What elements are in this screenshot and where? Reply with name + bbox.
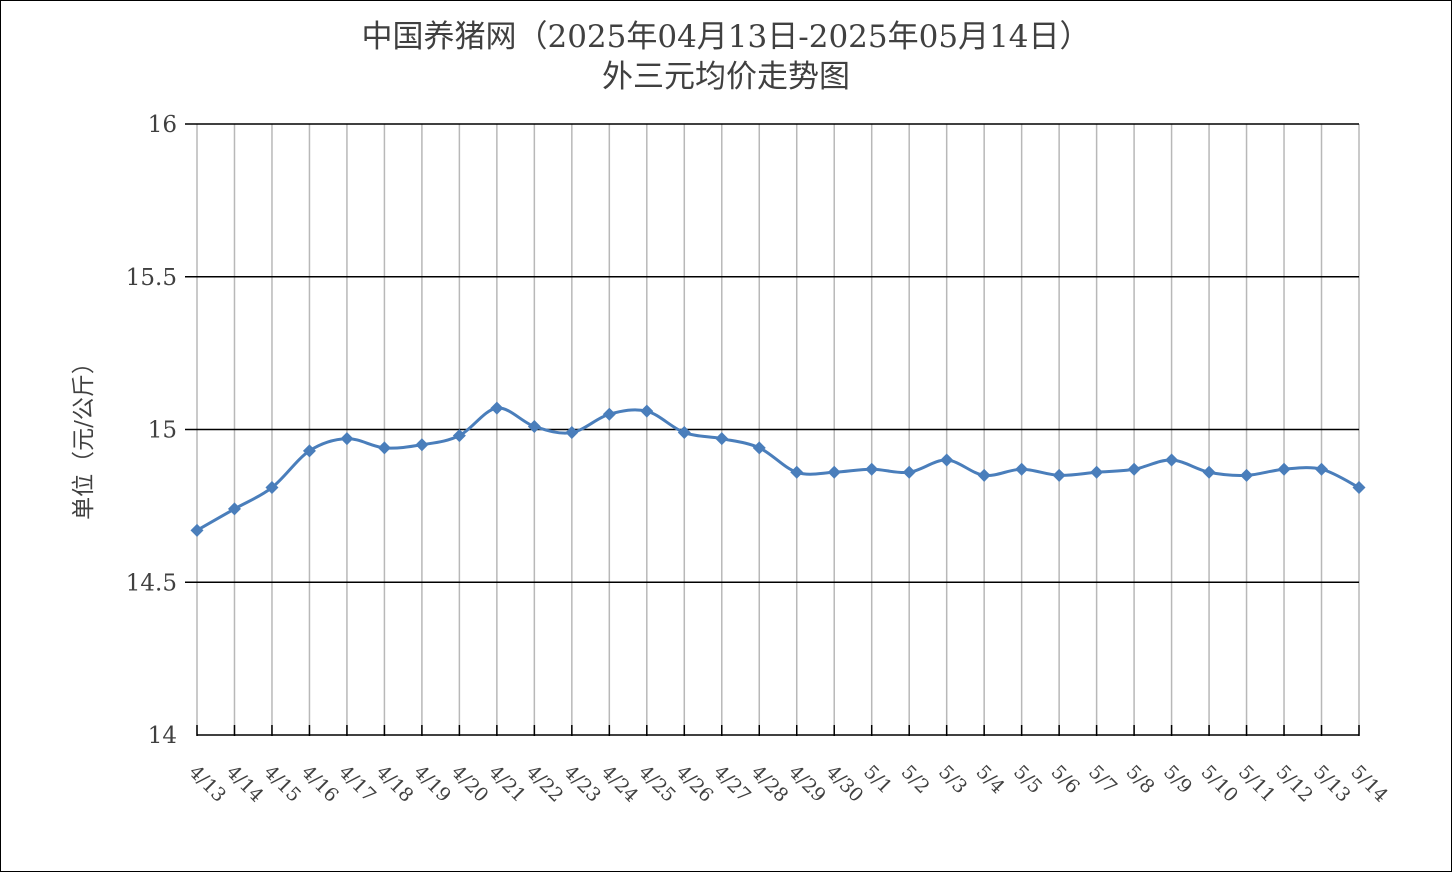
data-point-marker (1052, 468, 1066, 482)
data-point-marker (1165, 453, 1179, 467)
x-tick-label: 5/6 (1047, 761, 1084, 798)
data-point-marker (452, 429, 466, 443)
x-tick-label: 4/28 (747, 761, 793, 807)
x-tick-label: 4/24 (597, 761, 643, 807)
x-tick-label: 4/13 (184, 761, 230, 807)
data-point-marker (490, 401, 504, 415)
x-tick-label: 5/3 (934, 761, 971, 798)
data-point-marker (415, 438, 429, 452)
axes (196, 725, 1360, 736)
data-point-marker (1240, 468, 1254, 482)
data-point-marker (1127, 462, 1141, 476)
data-point-marker (302, 444, 316, 458)
data-point-marker (1015, 462, 1029, 476)
data-point-marker (1090, 465, 1104, 479)
x-tick-label: 5/2 (897, 761, 934, 798)
data-point-marker (527, 419, 541, 433)
data-point-marker (190, 523, 204, 537)
series-layer (190, 401, 1366, 537)
x-tick-label: 5/5 (1009, 761, 1046, 798)
x-tick-label: 4/19 (409, 761, 455, 807)
y-tick-label: 16 (148, 112, 177, 138)
data-point-marker (640, 404, 654, 418)
x-tick-label: 5/4 (972, 761, 1009, 798)
data-point-marker (377, 441, 391, 455)
data-point-marker (1352, 481, 1366, 495)
y-tick-label: 15.5 (126, 265, 177, 291)
x-tick-label: 5/12 (1271, 761, 1317, 807)
x-tick-label: 5/8 (1122, 761, 1159, 798)
chart-title-line-1: 中国养猪网（2025年04月13日-2025年05月14日） (361, 19, 1091, 55)
y-tick-label: 14 (148, 723, 177, 749)
data-point-marker (1315, 462, 1329, 476)
x-tick-label: 5/7 (1084, 761, 1121, 798)
x-tick-label: 5/14 (1346, 761, 1392, 807)
x-tick-label: 4/29 (784, 761, 830, 807)
chart-title-line-2: 外三元均价走势图 (602, 59, 850, 95)
x-tick-label: 4/30 (822, 761, 868, 807)
x-tick-label: 5/13 (1309, 761, 1355, 807)
y-tick-label: 14.5 (126, 570, 177, 596)
data-point-marker (940, 453, 954, 467)
data-point-marker (565, 426, 579, 440)
x-tick-label: 4/14 (222, 761, 268, 807)
x-tick-label: 5/11 (1234, 761, 1280, 807)
x-tick-label: 4/16 (297, 761, 343, 807)
x-tick-labels: 4/134/144/154/164/174/184/194/204/214/22… (184, 761, 1392, 807)
data-point-marker (1202, 465, 1216, 479)
x-tick-label: 4/21 (484, 761, 530, 807)
horizontal-gridlines (185, 123, 1359, 583)
data-point-marker (677, 426, 691, 440)
x-tick-label: 4/27 (709, 761, 755, 807)
x-tick-label: 4/23 (559, 761, 605, 807)
data-point-marker (790, 465, 804, 479)
x-tick-label: 4/26 (672, 761, 718, 807)
data-point-marker (715, 432, 729, 446)
data-point-marker (340, 432, 354, 446)
x-tick-label: 4/15 (259, 761, 305, 807)
data-point-marker (977, 468, 991, 482)
y-tick-label: 15 (148, 418, 177, 444)
series-line (196, 406, 1360, 532)
x-tick-label: 4/18 (372, 761, 418, 807)
y-axis-label: 单位（元/公斤） (71, 351, 97, 520)
x-tick-label: 4/22 (522, 761, 568, 807)
chart-title: 中国养猪网（2025年04月13日-2025年05月14日） 外三元均价走势图 (1, 17, 1451, 97)
x-tick-label: 4/17 (334, 761, 380, 807)
data-point-marker (902, 465, 916, 479)
data-point-marker (827, 465, 841, 479)
data-point-marker (265, 481, 279, 495)
data-point-marker (865, 462, 879, 476)
data-point-marker (227, 502, 241, 516)
x-tick-label: 5/10 (1197, 761, 1243, 807)
data-point-marker (752, 441, 766, 455)
x-tick-label: 5/9 (1159, 761, 1196, 798)
x-tick-label: 4/20 (447, 761, 493, 807)
data-point-marker (602, 407, 616, 421)
y-tick-labels: 14 14.5 15 15.5 16 (126, 112, 177, 749)
data-point-marker (1277, 462, 1291, 476)
x-tick-label: 4/25 (634, 761, 680, 807)
